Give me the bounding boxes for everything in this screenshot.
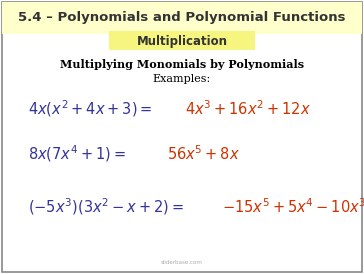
Text: $56x^5+8x$: $56x^5+8x$ <box>167 145 240 163</box>
Text: Examples:: Examples: <box>153 74 211 84</box>
Text: Multiplying Monomials by Polynomials: Multiplying Monomials by Polynomials <box>60 59 304 70</box>
FancyBboxPatch shape <box>2 2 362 34</box>
Text: 5.4 – Polynomials and Polynomial Functions: 5.4 – Polynomials and Polynomial Functio… <box>18 10 346 24</box>
Text: $\left(-5x^3\right)\left(3x^2-x+2\right)=$: $\left(-5x^3\right)\left(3x^2-x+2\right)… <box>28 197 184 217</box>
Text: $4x\left(x^2+4x+3\right)=$: $4x\left(x^2+4x+3\right)=$ <box>28 99 153 119</box>
Text: sliderbase.com: sliderbase.com <box>161 259 203 264</box>
Text: $4x^3+16x^2+12x$: $4x^3+16x^2+12x$ <box>185 100 311 118</box>
Text: $-15x^5+5x^4-10x^3$: $-15x^5+5x^4-10x^3$ <box>222 198 364 216</box>
Text: Multiplication: Multiplication <box>136 35 228 47</box>
Text: $8x\left(7x^4+1\right)=$: $8x\left(7x^4+1\right)=$ <box>28 144 126 164</box>
FancyBboxPatch shape <box>2 2 362 272</box>
FancyBboxPatch shape <box>109 31 255 50</box>
